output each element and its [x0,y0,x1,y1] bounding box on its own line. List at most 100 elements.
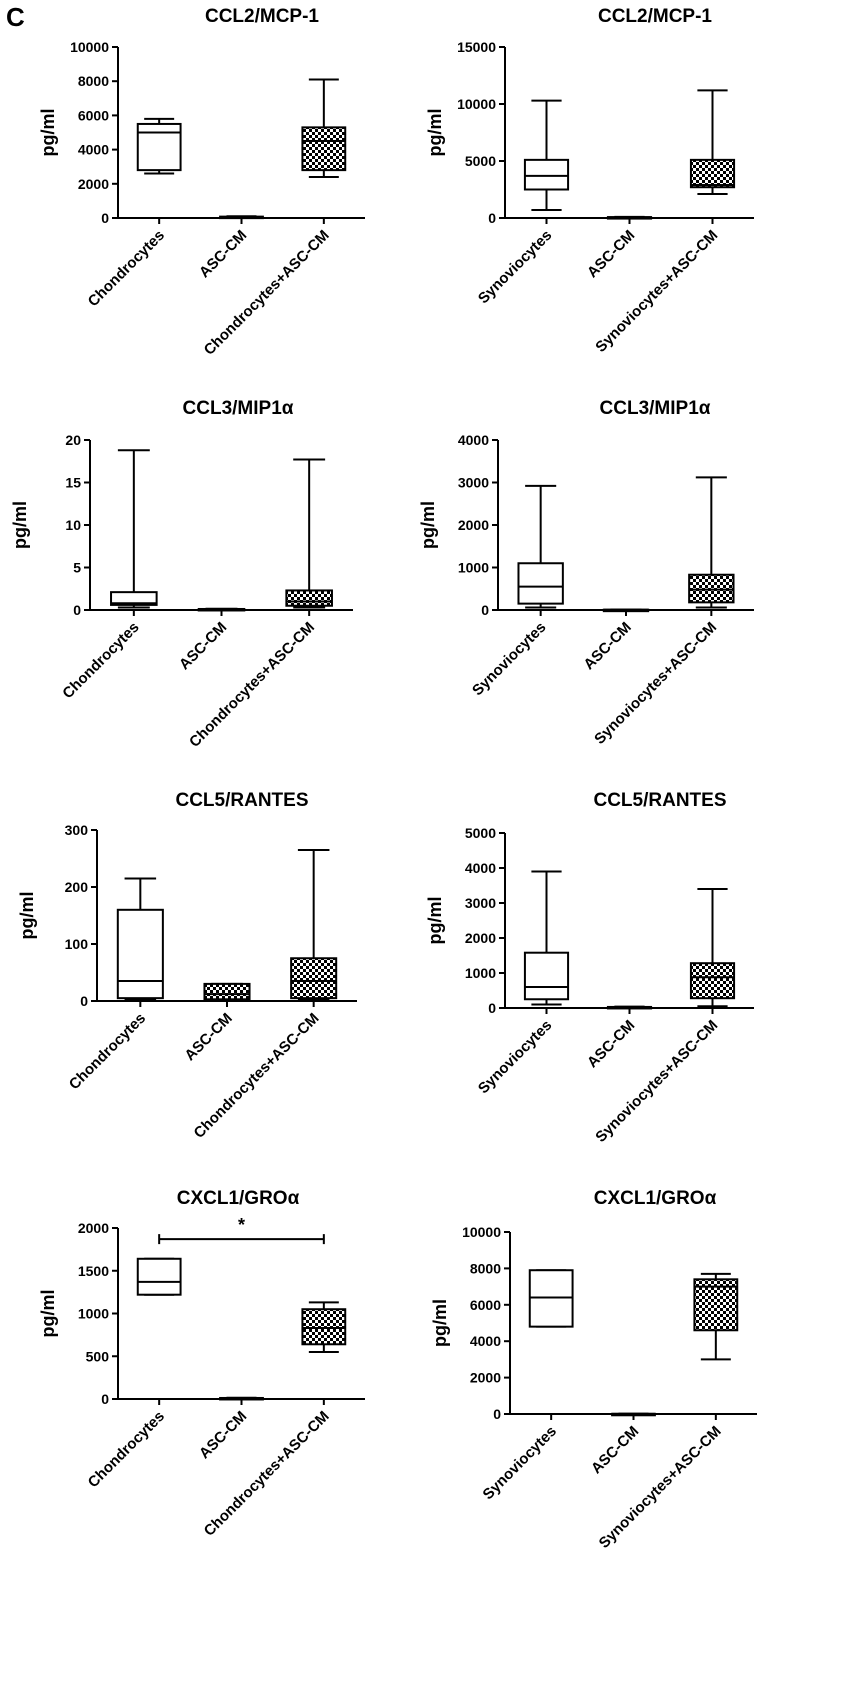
chart-panel: CXCL1/GROα pg/ml 0 2000 4000 6000 8000 10000 Syn… [430,1188,757,1552]
y-tick-label: 0 [493,1406,501,1422]
chart-panel: CCL5/RANTES pg/ml 0 1000 2000 3000 4000 5000 Syn… [425,790,754,1146]
y-tick-label: 1500 [78,1263,109,1279]
chart-panel: CCL2/MCP-1 pg/ml 0 5000 10000 15000 Synoviocyt… [425,6,754,356]
x-tick-label: Chondrocytes [85,227,168,310]
chart-title: CXCL1/GROα [594,1188,717,1209]
y-axis-label: pg/ml [430,1299,450,1347]
y-tick-label: 100 [65,936,89,952]
chart-title: CXCL1/GROα [177,1188,300,1209]
box [285,589,333,607]
y-axis-label: pg/ml [38,1290,58,1338]
box [136,1257,182,1296]
y-tick-label: 0 [101,210,109,226]
chart-panel: CCL3/MIP1α pg/ml 0 1000 2000 3000 4000 Synovioc… [418,398,754,748]
box [689,158,736,189]
y-tick-label: 4000 [465,860,496,876]
box [203,982,251,1001]
box [693,1278,739,1332]
y-tick-label: 2000 [458,517,489,533]
y-tick-label: 6000 [78,107,109,123]
y-tick-label: 10000 [462,1224,501,1240]
x-tick-label: ASC-CM [588,1423,642,1477]
box [301,126,347,172]
y-tick-label: 8000 [470,1260,501,1276]
x-tick-label: Chondrocytes [59,619,142,702]
y-axis-label: pg/ml [38,109,58,157]
box [290,957,338,1000]
y-tick-label: 0 [488,210,496,226]
y-tick-label: 2000 [470,1370,501,1386]
x-tick-label: Synoviocytes [475,227,555,307]
box [301,1308,347,1346]
y-tick-label: 5000 [465,825,496,841]
x-tick-label: Synoviocytes [475,1017,555,1097]
x-tick-label: ASC-CM [584,227,638,281]
y-tick-label: 0 [80,993,88,1009]
x-tick-label: Synoviocytes [469,619,549,699]
chart-panel: CXCL1/GROα pg/ml 0 500 1000 1500 2000 Chondrocy… [38,1188,365,1540]
y-tick-label: 3000 [458,475,489,491]
box [523,951,570,1001]
chart-title: CCL5/RANTES [175,790,308,811]
y-tick-label: 1000 [78,1306,109,1322]
chart-title: CCL3/MIP1α [183,398,294,419]
y-tick-label: 5 [73,560,81,576]
significance-label: * [238,1215,245,1235]
y-axis-label: pg/ml [17,892,37,940]
y-tick-label: 500 [86,1348,110,1364]
box [110,591,158,606]
chart-panel: CCL5/RANTES pg/ml 0 100 200 300 Chondrocytes AS… [17,790,357,1142]
y-tick-label: 0 [101,1391,109,1407]
x-tick-label: ASC-CM [196,1408,250,1462]
chart-panel: CCL3/MIP1α pg/ml 0 5 10 15 20 Chondrocytes ASC-C… [10,398,353,751]
x-tick-label: ASC-CM [584,1017,638,1071]
y-tick-label: 10 [65,517,81,533]
x-tick-label: Chondrocytes [66,1010,149,1093]
y-tick-label: 1000 [458,560,489,576]
x-tick-label: ASC-CM [580,619,634,673]
y-tick-label: 10000 [70,39,109,55]
y-tick-label: 2000 [78,1220,109,1236]
chart-title: CCL2/MCP-1 [598,6,712,27]
box [136,122,182,172]
y-tick-label: 15 [65,475,81,491]
box [689,962,736,1000]
y-tick-label: 4000 [78,142,109,158]
y-axis-label: pg/ml [10,501,30,549]
y-tick-label: 8000 [78,73,109,89]
x-tick-label: ASC-CM [181,1010,235,1064]
y-tick-label: 2000 [78,176,109,192]
y-tick-label: 10000 [457,96,496,112]
x-tick-label: Synoviocytes [480,1423,560,1503]
x-tick-label: Chondrocytes [85,1408,168,1491]
panel-label: C [6,2,25,32]
y-tick-label: 3000 [465,895,496,911]
y-tick-label: 4000 [470,1333,501,1349]
y-axis-label: pg/ml [418,501,438,549]
y-tick-label: 4000 [458,432,489,448]
y-tick-label: 200 [65,879,89,895]
x-tick-label: ASC-CM [176,619,230,673]
x-tick-label: ASC-CM [196,227,250,281]
chart-title: CCL3/MIP1α [600,398,711,419]
y-tick-label: 20 [65,432,81,448]
chart-title: CCL5/RANTES [593,790,726,811]
y-tick-label: 0 [488,1000,496,1016]
y-tick-label: 6000 [470,1297,501,1313]
y-axis-label: pg/ml [425,109,445,157]
y-tick-label: 5000 [465,153,496,169]
y-tick-label: 0 [481,602,489,618]
chart-title: CCL2/MCP-1 [205,6,319,27]
box [116,908,164,1000]
chart-panel: CCL2/MCP-1 pg/ml 0 2000 4000 6000 8000 10000 Cho… [38,6,365,359]
y-axis-label: pg/ml [425,897,445,945]
y-tick-label: 1000 [465,965,496,981]
box [523,158,570,191]
box [517,562,564,605]
y-tick-label: 0 [73,602,81,618]
y-tick-label: 300 [65,822,89,838]
y-tick-label: 2000 [465,930,496,946]
box [688,573,735,604]
y-tick-label: 15000 [457,39,496,55]
